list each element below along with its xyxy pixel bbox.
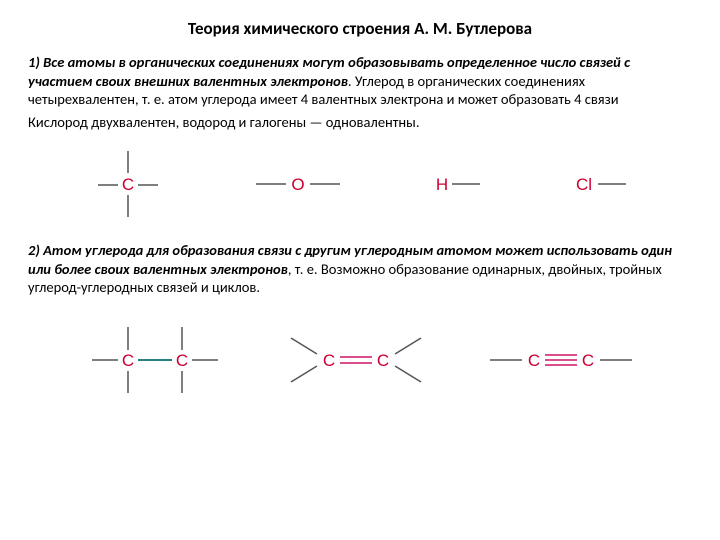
paragraph-1b: Кислород двухвалентен, водород и галоген…	[28, 113, 692, 132]
oxygen-valency-icon: O	[248, 164, 348, 204]
svg-text:H: H	[436, 175, 448, 194]
svg-text:C: C	[582, 351, 594, 370]
svg-text:Cl: Cl	[576, 175, 592, 194]
page-title: Теория химического строения А. М. Бутлер…	[28, 18, 692, 39]
single-bond-icon: C C	[80, 315, 230, 405]
svg-text:C: C	[176, 351, 188, 370]
double-bond-icon: C C	[275, 320, 435, 400]
carbon-valency-icon: C	[88, 145, 168, 223]
hydrogen-valency-icon: H	[428, 164, 488, 204]
svg-text:C: C	[122, 175, 134, 194]
chlorine-valency-icon: Cl	[568, 164, 632, 204]
svg-text:C: C	[377, 351, 389, 370]
paragraph-2: 2) Атом углерода для образования связи с…	[28, 241, 692, 297]
valency-diagram-row: C O H Cl	[28, 145, 692, 223]
svg-text:C: C	[323, 351, 335, 370]
bond-diagram-row: C C C C C C	[28, 315, 692, 405]
triple-bond-icon: C C	[480, 335, 640, 385]
paragraph-1: 1) Все атомы в органических соединениях …	[28, 53, 692, 109]
svg-text:O: O	[291, 175, 304, 194]
svg-text:C: C	[122, 351, 134, 370]
svg-text:C: C	[528, 351, 540, 370]
